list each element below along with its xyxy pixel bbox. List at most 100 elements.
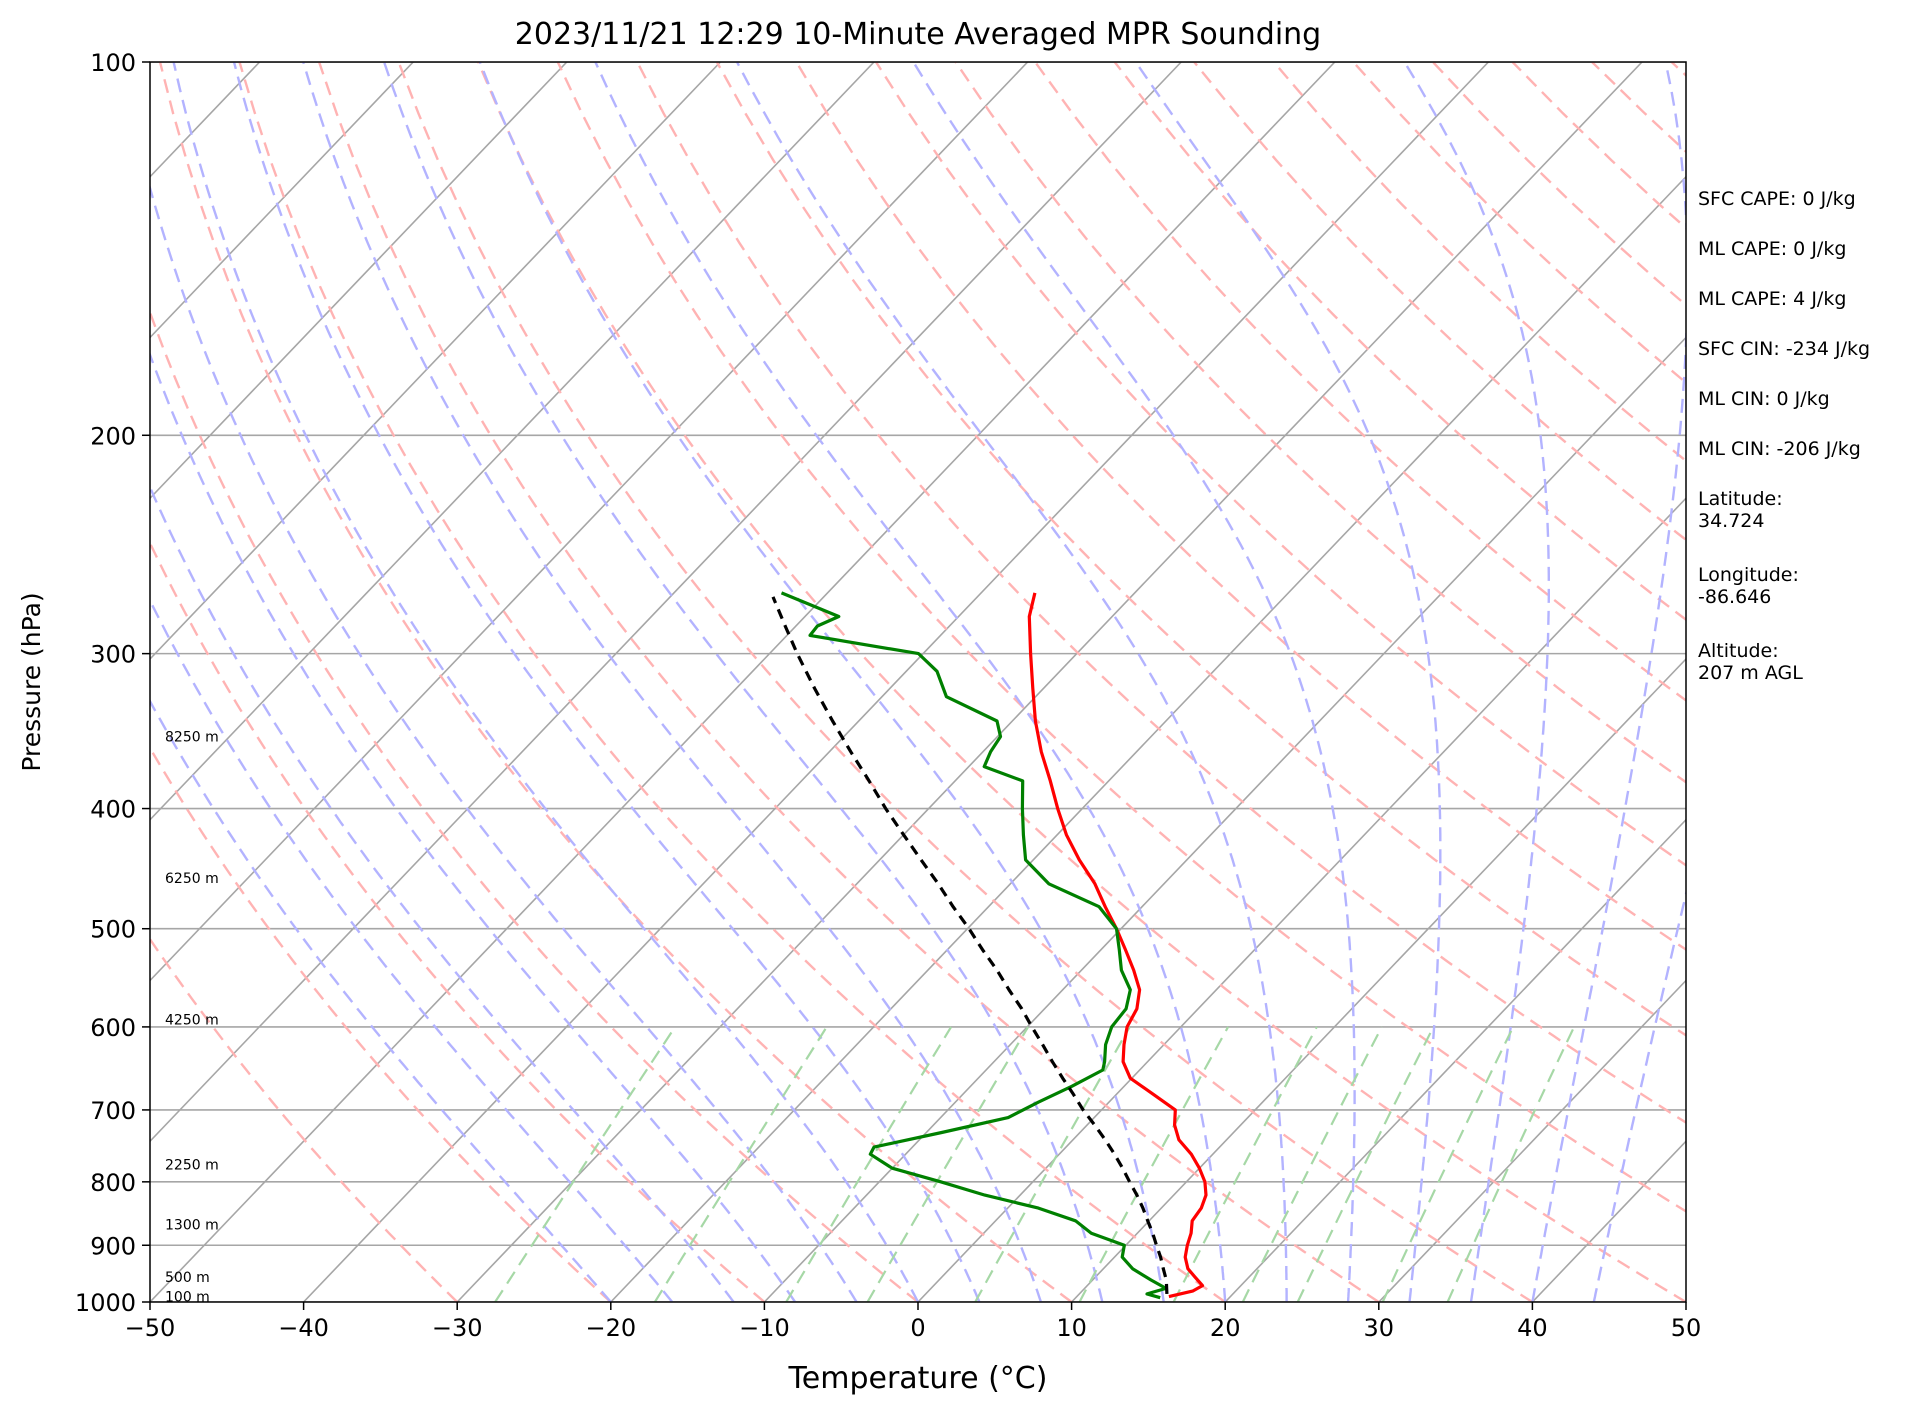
isotherm-line (456, 62, 1643, 1302)
x-tick-label: −20 (585, 1314, 636, 1342)
dry-adiabat-line (150, 308, 919, 1302)
x-tick-label: 10 (1056, 1314, 1087, 1342)
moist-adiabat-line (150, 183, 858, 1302)
isotherm-line (1071, 657, 1686, 1302)
isotherm-line (917, 497, 1686, 1302)
dry-adiabat-line (317, 62, 1380, 1302)
dry-adiabat-line (715, 62, 1686, 1037)
x-tick-label: 30 (1364, 1314, 1395, 1342)
dry-adiabat-line (150, 745, 612, 1302)
mixing-ratio-line (494, 1026, 677, 1302)
height-label: 6250 m (165, 871, 219, 887)
x-tick-label: 40 (1517, 1314, 1548, 1342)
isotherm-line (763, 336, 1686, 1302)
x-tick-label: 0 (910, 1314, 925, 1342)
mixing-ratio-line (785, 1026, 953, 1302)
sounding-traces (771, 591, 1208, 1300)
x-tick-label: 20 (1210, 1314, 1241, 1342)
height-label: 1300 m (165, 1218, 219, 1234)
plot-area (150, 62, 1686, 1302)
stat-latitude: Latitude: 34.724 (1698, 488, 1783, 532)
y-tick-label: 600 (90, 1014, 136, 1042)
height-label: 2250 m (165, 1158, 219, 1174)
stat-sfc-cape: SFC CAPE: 0 J/kg (1698, 188, 1856, 210)
isobar-gridlines (150, 62, 1686, 1302)
y-tick-label: 1000 (75, 1289, 136, 1317)
dry-adiabat-line (150, 937, 459, 1302)
dry-adiabat-line (636, 62, 1686, 1124)
mixing-ratio-line (974, 1026, 1131, 1302)
mixing-ratio-line (1241, 1026, 1383, 1302)
x-axis-ticks: −50 −40 −30 −20 −10 0 10 20 30 40 50 (125, 1302, 1702, 1342)
moist-adiabat-line (478, 62, 1165, 1302)
mixing-ratio-line (1172, 1026, 1318, 1302)
isotherm-gridlines (150, 62, 1686, 1302)
mixing-ratio-line (1078, 1026, 1230, 1302)
x-tick-label: −10 (739, 1314, 790, 1342)
moist-adiabat-line (150, 351, 797, 1302)
y-axis-label: Pressure (hPa) (17, 592, 46, 771)
moist-adiabat-line (302, 62, 1043, 1302)
temperature-trace (1027, 592, 1208, 1299)
x-tick-label: −50 (125, 1314, 176, 1342)
moist-adiabat-line (382, 62, 1104, 1302)
stat-sfc-cin: SFC CIN: -234 J/kg (1698, 338, 1871, 360)
moist-adiabat-line (172, 62, 920, 1302)
y-tick-label: 800 (90, 1169, 136, 1197)
height-label: 4250 m (165, 1013, 219, 1029)
isotherm-line (150, 62, 1029, 982)
moist-adiabat-line (150, 597, 674, 1302)
y-tick-label: 200 (90, 422, 136, 450)
x-tick-label: −30 (432, 1314, 483, 1342)
isotherm-line (303, 62, 1489, 1302)
isotherm-line (150, 62, 1336, 1302)
y-tick-label: 400 (90, 796, 136, 824)
mixing-ratio-line (1381, 1026, 1515, 1302)
moist-adiabat-line (1531, 62, 1686, 1302)
dry-adiabat-line (477, 62, 1686, 1302)
parcel-trace (771, 596, 1169, 1294)
isotherm-line (150, 62, 875, 821)
sounding-stats: SFC CAPE: 0 J/kg ML CAPE: 0 J/kg ML CAPE… (1698, 188, 1908, 716)
stat-ml-cin-2: ML CIN: -206 J/kg (1698, 438, 1861, 460)
mixing-ratio-line (1296, 1026, 1435, 1302)
y-axis-ticks: 1000 900 800 700 600 500 400 300 200 100 (75, 49, 150, 1317)
x-tick-label: −40 (278, 1314, 329, 1342)
mixing-ratio-line (653, 1026, 828, 1302)
dewpoint-trace (780, 591, 1168, 1300)
isotherm-line (1378, 979, 1686, 1302)
height-label: 500 m (165, 1270, 210, 1286)
x-tick-label: 50 (1671, 1314, 1702, 1342)
isotherm-line (150, 62, 1182, 1143)
moist-adiabat-line (735, 62, 1288, 1302)
y-tick-label: 900 (90, 1232, 136, 1260)
stat-ml-cape: ML CAPE: 0 J/kg (1698, 238, 1847, 260)
height-label: 100 m (165, 1290, 210, 1306)
dry-adiabats (150, 62, 1686, 1302)
height-label: 8250 m (165, 730, 219, 746)
y-tick-label: 700 (90, 1097, 136, 1125)
dry-adiabat-line (795, 62, 1686, 952)
moist-adiabat-line (1592, 889, 1686, 1302)
mixing-ratio-lines (494, 1026, 1576, 1302)
height-labels: 100 m 500 m 1300 m 2250 m 4250 m 6250 m 8250 m (165, 730, 219, 1306)
isotherm-line (150, 62, 568, 500)
y-tick-label: 300 (90, 641, 136, 669)
moist-adiabat-line (150, 698, 612, 1302)
dry-adiabat-line (238, 62, 1226, 1302)
moist-adiabat-line (1403, 62, 1550, 1302)
moist-adiabat-line (150, 484, 735, 1302)
moist-adiabat-line (1134, 62, 1442, 1302)
y-tick-label: 100 (90, 49, 136, 77)
isotherm-line (150, 62, 721, 661)
x-axis-label: Temperature (°C) (788, 1361, 1048, 1396)
isotherm-line (1224, 818, 1686, 1302)
isotherm-line (150, 62, 414, 339)
moist-adiabat-line (232, 62, 981, 1302)
dry-adiabat-line (556, 62, 1686, 1213)
moist-adiabats (150, 62, 1686, 1302)
y-tick-label: 500 (90, 916, 136, 944)
isotherm-line (610, 175, 1686, 1302)
dry-adiabat-line (158, 62, 1073, 1302)
